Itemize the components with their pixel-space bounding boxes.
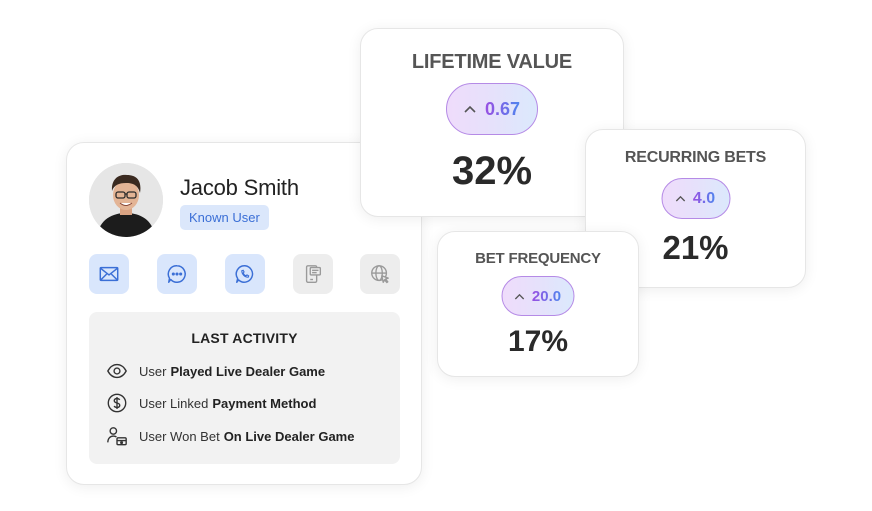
web-channel-button[interactable] — [360, 254, 400, 294]
chevron-up-icon — [676, 195, 686, 202]
lifetime-value-card: LIFETIME VALUE 0.67 32% — [360, 28, 624, 217]
activity-item: User Played Live Dealer Game — [105, 359, 325, 383]
activity-prefix: User Linked — [139, 395, 209, 411]
activity-detail: On Live Dealer Game — [223, 428, 355, 444]
bet-frequency-card: BET FREQUENCY 20.0 17% — [437, 231, 639, 377]
chat-channel-button[interactable] — [157, 254, 197, 294]
activity-detail: Payment Method — [212, 395, 317, 411]
user-bet-icon — [107, 427, 127, 446]
bet-frequency-change: 20.0 — [531, 287, 562, 305]
mail-channel-button[interactable] — [89, 254, 129, 294]
chevron-up-icon — [515, 293, 525, 299]
activity-prefix: User — [139, 363, 167, 379]
lifetime-value-percent: 32% — [451, 149, 533, 193]
recurring-bets-change: 4.0 — [692, 189, 716, 207]
activity-detail: Played Live Dealer Game — [170, 363, 326, 379]
lifetime-value-change-pill: 0.67 — [446, 83, 538, 135]
sms-channel-button[interactable] — [293, 254, 333, 294]
chevron-up-icon — [464, 105, 476, 113]
recurring-bets-percent: 21% — [662, 229, 729, 266]
web-globe-icon — [371, 265, 389, 284]
last-activity-panel: LAST ACTIVITY User Played Live Dealer Ga… — [89, 312, 400, 464]
eye-icon — [107, 363, 127, 379]
lifetime-value-change: 0.67 — [484, 98, 521, 119]
recurring-bets-title: RECURRING BETS — [624, 149, 767, 166]
bet-frequency-change-pill: 20.0 — [501, 276, 575, 316]
activity-prefix: User Won Bet — [139, 428, 220, 444]
recurring-bets-change-pill: 4.0 — [661, 178, 730, 219]
activity-item: User Linked Payment Method — [105, 391, 316, 415]
bet-frequency-title: BET FREQUENCY — [475, 250, 601, 267]
avatar — [89, 163, 163, 237]
whatsapp-channel-button[interactable] — [225, 254, 265, 294]
user-name: Jacob Smith — [180, 175, 299, 200]
sms-device-icon — [305, 265, 322, 283]
bet-frequency-percent: 17% — [507, 325, 569, 358]
lifetime-value-title: LIFETIME VALUE — [411, 51, 573, 73]
chat-bubble-icon — [167, 265, 186, 283]
last-activity-title: LAST ACTIVITY — [191, 330, 298, 346]
mail-icon — [99, 266, 119, 282]
known-user-badge: Known User — [180, 205, 269, 230]
dollar-icon — [107, 393, 127, 413]
activity-item: User Won Bet On Live Dealer Game — [105, 424, 354, 448]
whatsapp-icon — [235, 265, 254, 283]
